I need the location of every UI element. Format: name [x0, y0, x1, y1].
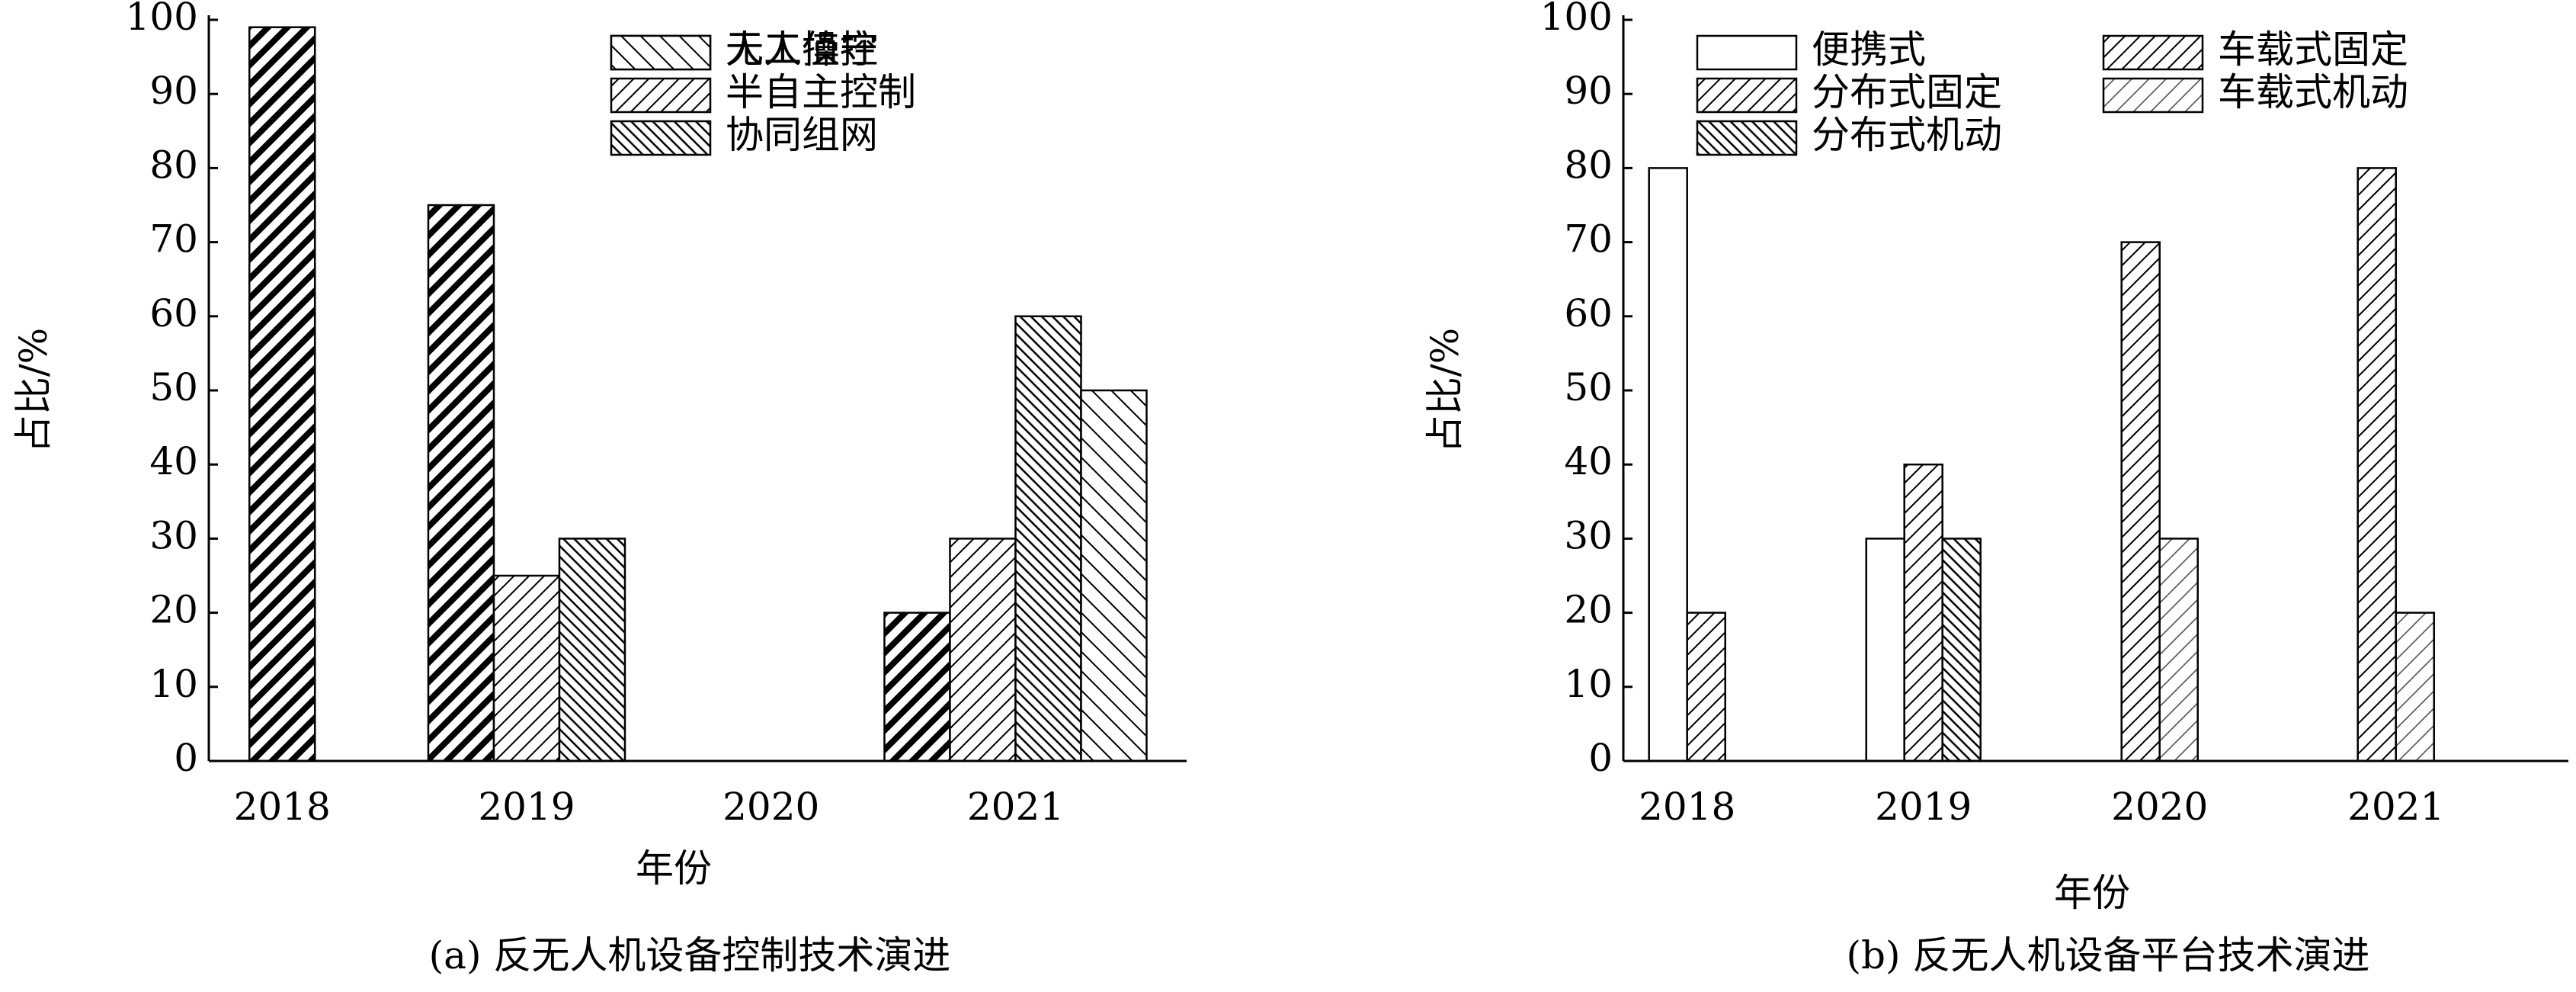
bar: [427, 204, 495, 762]
legend-label: 协同组网: [726, 113, 878, 157]
bar: [2395, 612, 2435, 762]
bar: [883, 612, 951, 762]
legend-swatch: [610, 77, 712, 114]
legend-label: 便携式: [1812, 27, 1926, 72]
legend-label: 分布式固定: [1812, 70, 2002, 114]
y-tick-label: 70: [149, 217, 198, 262]
legend-label: 车载式机动: [2218, 70, 2408, 114]
y-tick-label: 20: [1564, 588, 1613, 632]
y-tick-label: 10: [149, 662, 198, 706]
y-tick-label: 100: [126, 0, 198, 39]
x-tick-label: 2018: [234, 785, 331, 829]
x-tick-label: 2021: [967, 785, 1064, 829]
y-tick-label: 0: [174, 736, 198, 780]
x-tick-label: 2020: [2111, 785, 2208, 829]
y-tick-label: 30: [1564, 513, 1613, 557]
y-tick-label: 50: [149, 365, 198, 409]
bar: [2120, 241, 2161, 762]
x-tick-label: 2018: [1639, 785, 1735, 829]
y-tick-label: 10: [1564, 662, 1613, 706]
legend-label: 分布式机动: [1812, 113, 2002, 157]
y-tick-label: 80: [1564, 143, 1613, 187]
caption: (a) 反无人机设备控制技术演进: [429, 933, 951, 978]
y-tick-label: 90: [149, 69, 198, 113]
bar: [1903, 463, 1943, 762]
legend-swatch: [610, 120, 712, 156]
bar: [558, 538, 626, 762]
bar: [1865, 538, 1905, 762]
legend-swatch: [2102, 34, 2204, 71]
legend-swatch: [1696, 77, 1798, 114]
caption: (b) 反无人机设备平台技术演进: [1847, 933, 2370, 978]
y-tick-label: 80: [149, 143, 198, 187]
bar: [1941, 538, 1982, 762]
legend-swatch: [1696, 34, 1798, 71]
y-tick-label: 20: [149, 588, 198, 632]
y-tick-label: 90: [1564, 69, 1613, 113]
x-axis-label: 年份: [636, 846, 712, 891]
legend-label: 人工操控: [726, 27, 878, 72]
legend-swatch: [610, 34, 712, 71]
y-axis-label: 占比/%: [1423, 328, 1467, 453]
legend-swatch: [2102, 77, 2204, 114]
legend-label: 半自主控制: [726, 70, 916, 114]
x-axis-label: 年份: [2054, 871, 2130, 915]
bar: [1080, 389, 1148, 762]
bar: [949, 538, 1017, 762]
y-tick-label: 50: [1564, 365, 1613, 409]
y-tick-label: 60: [149, 291, 198, 335]
y-tick-label: 70: [1564, 217, 1613, 262]
legend-swatch: [1696, 120, 1798, 156]
bar: [1686, 612, 1726, 762]
legend-label: 车载式固定: [2218, 27, 2408, 72]
bar: [2158, 538, 2199, 762]
bar: [492, 574, 561, 762]
legend-label: 无人值守: [726, 27, 878, 72]
bar: [248, 26, 316, 762]
bar: [2357, 167, 2397, 762]
x-tick-label: 2021: [2347, 785, 2444, 829]
x-tick-label: 2019: [478, 785, 575, 829]
y-axis-label: 占比/%: [11, 328, 56, 453]
y-tick-label: 0: [1588, 736, 1613, 780]
x-tick-label: 2020: [722, 785, 819, 829]
y-tick-label: 40: [1564, 439, 1613, 483]
bar: [1648, 167, 1688, 762]
y-tick-label: 40: [149, 439, 198, 483]
x-tick-label: 2019: [1875, 785, 1972, 829]
y-tick-label: 30: [149, 513, 198, 557]
y-tick-label: 100: [1540, 0, 1613, 39]
bar: [1014, 315, 1082, 762]
y-tick-label: 60: [1564, 291, 1613, 335]
